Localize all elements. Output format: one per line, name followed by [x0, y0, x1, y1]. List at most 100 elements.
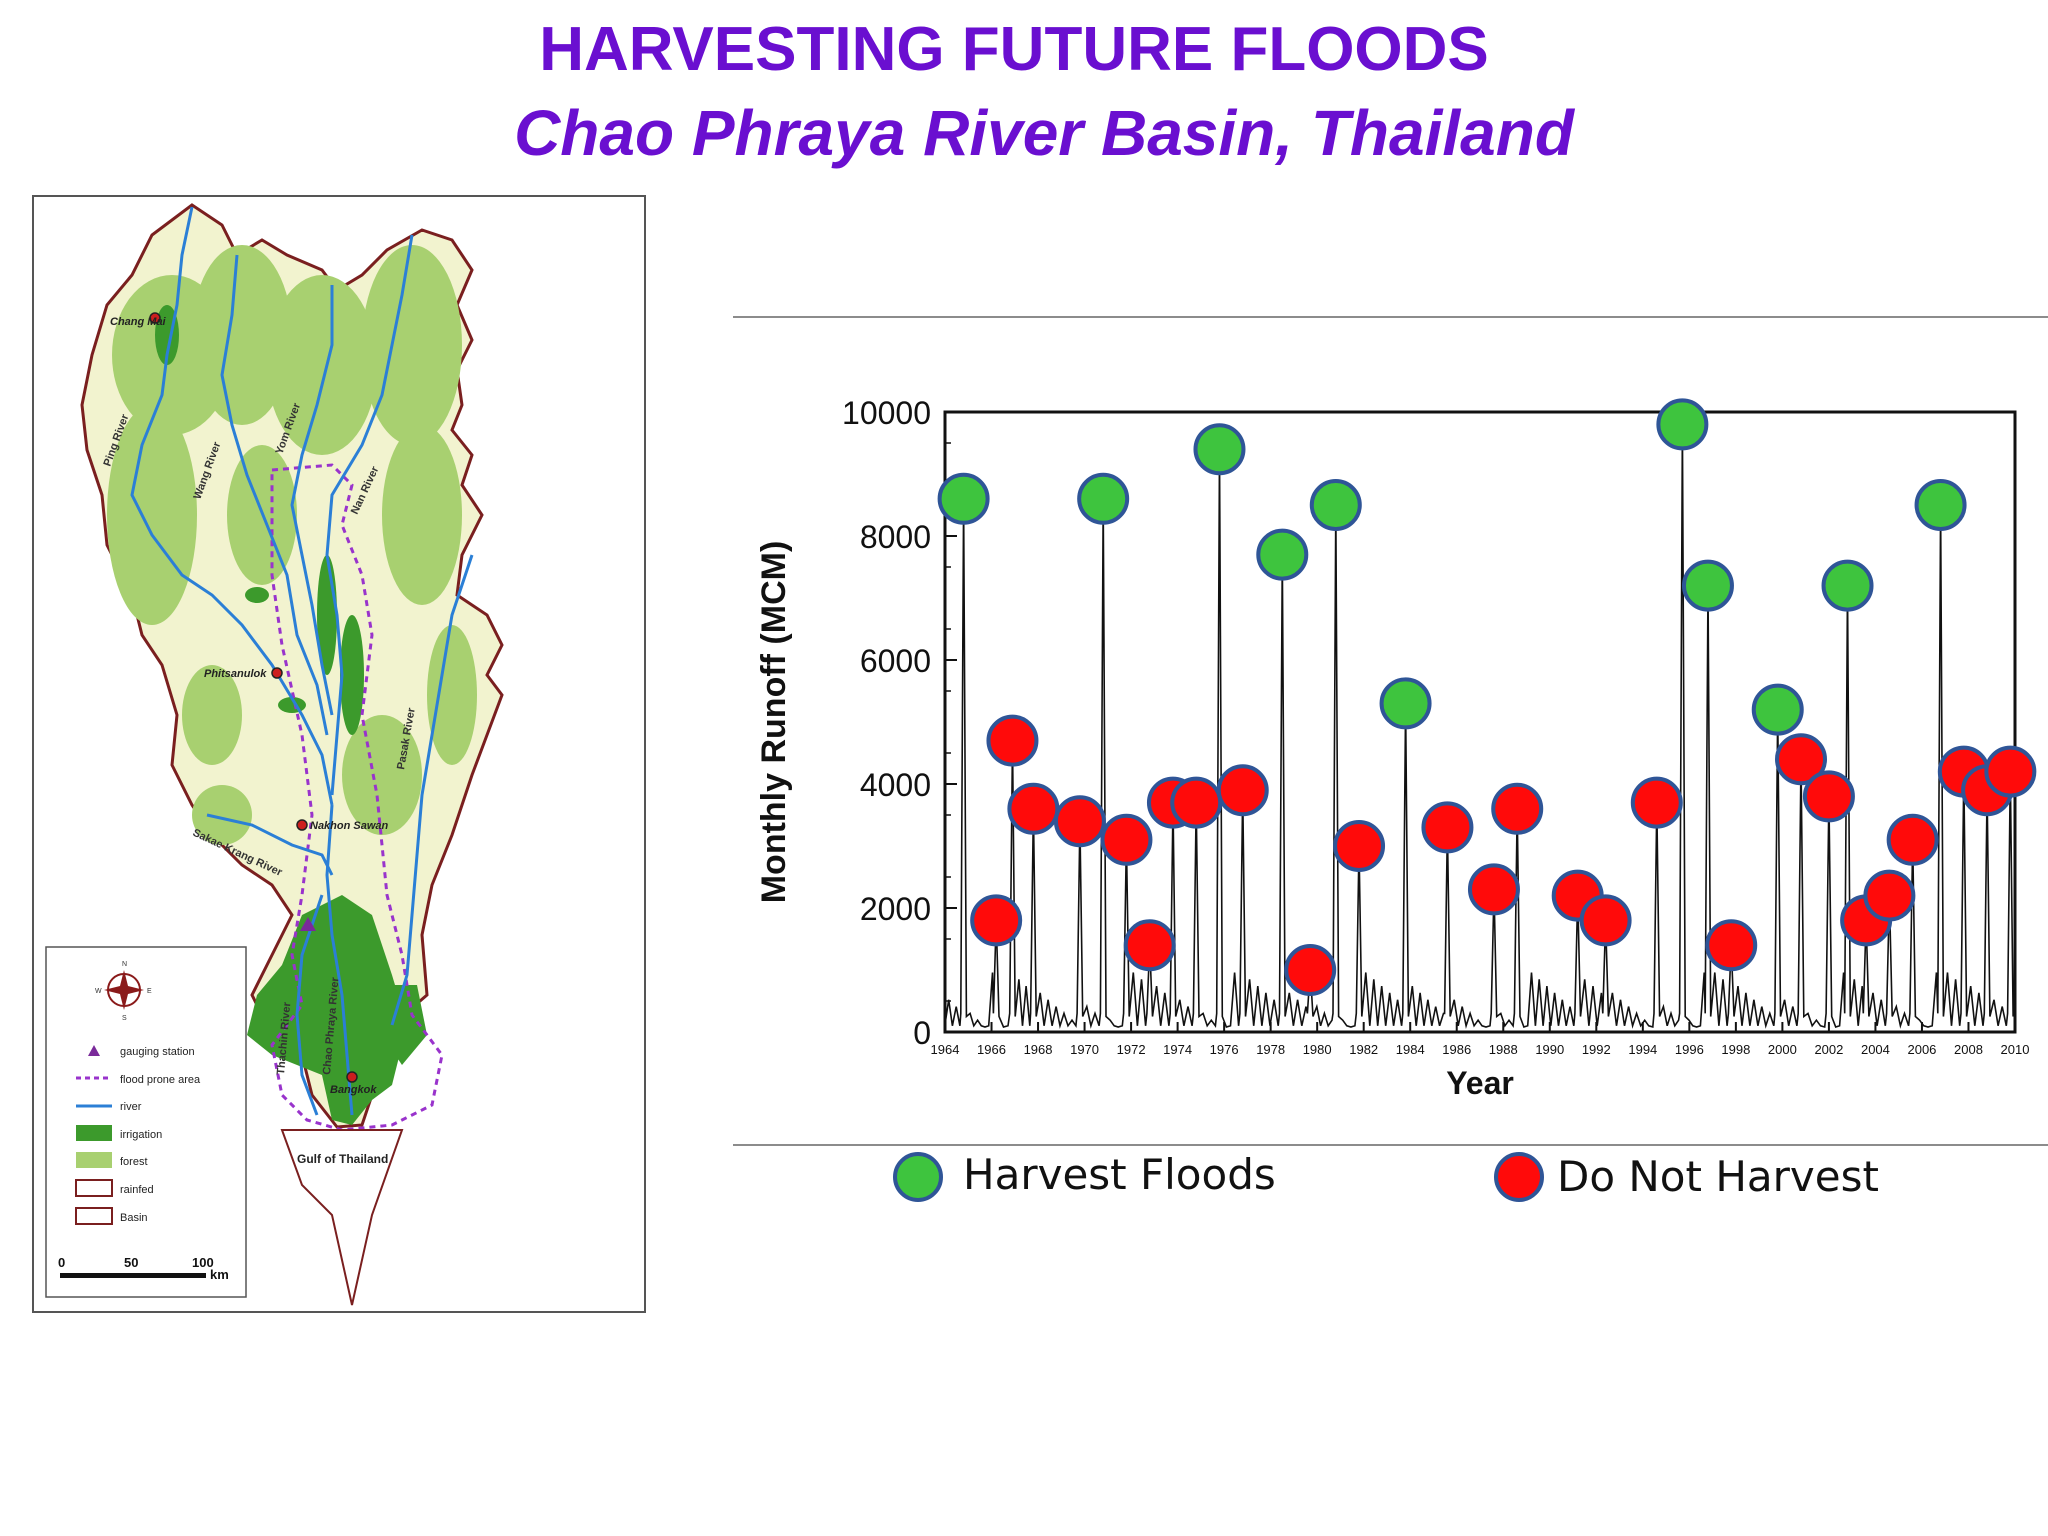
page-title: HARVESTING FUTURE FLOODS: [539, 15, 1489, 84]
compass-rose: N E S W: [95, 961, 152, 1022]
do-not-harvest-point: [1421, 801, 1474, 854]
chang-mai-marker: [149, 312, 161, 324]
river-network: [130, 206, 474, 1116]
plot-area: [943, 410, 2017, 1034]
harvest-flood-point: [1379, 677, 1432, 730]
do-not-harvest-point: [1284, 944, 1337, 996]
forest-areas: [107, 245, 477, 845]
x-tick-label: 2002: [1814, 1042, 1843, 1057]
no-harvest-legend-icon: [1494, 1152, 1544, 1202]
do-not-harvest-point: [1863, 869, 1916, 922]
x-tick-label: 1982: [1349, 1042, 1378, 1057]
y-axis-label: Monthly Runoff (MCM): [755, 541, 793, 904]
x-tick-label: 1976: [1210, 1042, 1239, 1057]
harvest-flood-point: [1309, 479, 1362, 531]
do-not-harvest-point: [1886, 813, 1939, 866]
x-tick-label: 1978: [1256, 1042, 1285, 1057]
scale-label: 100: [192, 1255, 214, 1270]
x-tick-label: 1992: [1582, 1042, 1611, 1057]
harvest-flood-point: [937, 472, 990, 525]
y-tick-label: 2000: [860, 891, 931, 927]
x-axis: 1964 1966 1968 1970 1972 1974 1976 1978 1980 1982…: [931, 1022, 2030, 1057]
x-tick-label: 2000: [1768, 1042, 1797, 1057]
harvest-flood-point: [1077, 472, 1130, 525]
y-tick-label: 10000: [842, 395, 931, 431]
do-not-harvest-point: [1467, 863, 1520, 916]
x-tick-label: 2010: [2001, 1042, 2030, 1057]
x-tick-label: 1974: [1163, 1042, 1192, 1057]
map-legend-label: forest: [120, 1156, 148, 1168]
scale-bar: 0 50 100 km: [58, 1255, 229, 1282]
map-legend-label: gauging station: [120, 1046, 195, 1058]
do-not-harvest-point: [1491, 782, 1544, 835]
do-not-harvest-point: [1579, 894, 1632, 947]
do-not-harvest-point: [970, 894, 1023, 947]
y-axis: 0 2000 4000 6000 8000 10000: [842, 395, 957, 1051]
gauge-legend-swatch: [88, 1045, 100, 1056]
no-harvest-legend-label: Do Not Harvest: [1557, 1152, 1879, 1201]
gulf-outline: [280, 1129, 404, 1306]
x-tick-label: 1998: [1721, 1042, 1750, 1057]
harvest-flood-point: [1256, 528, 1309, 581]
harvest-flood-point: [1751, 683, 1804, 736]
harvest-legend-label: Harvest Floods: [963, 1150, 1276, 1199]
y-tick-label: 4000: [860, 767, 931, 803]
peak-markers: [937, 398, 2037, 996]
city-label: Nakhon Sawan: [310, 820, 389, 832]
x-tick-label: 1964: [931, 1042, 960, 1057]
y-tick-label: 8000: [860, 519, 931, 555]
do-not-harvest-point: [1100, 813, 1153, 866]
do-not-harvest-point: [1775, 733, 1827, 786]
harvest-flood-point: [1914, 479, 1967, 531]
scale-label: 50: [124, 1255, 138, 1270]
city-markers: [149, 312, 358, 1083]
y-tick-label: 6000: [860, 643, 931, 679]
city-label: Phitsanulok: [204, 668, 267, 680]
top-divider: [733, 316, 2048, 318]
x-tick-label: 1990: [1535, 1042, 1564, 1057]
compass-s: S: [122, 1015, 127, 1022]
phitsanulok-marker: [271, 667, 283, 679]
scale-label: 0: [58, 1255, 65, 1270]
do-not-harvest-point: [1984, 745, 2037, 798]
bottom-divider: [733, 1144, 2048, 1146]
runoff-series-line: [944, 424, 2016, 1029]
do-not-harvest-point: [1170, 776, 1223, 829]
harvest-flood-point: [1681, 559, 1734, 612]
city-label: Chang Mai: [110, 316, 167, 328]
basin-map: Chang Mai Phitsanulok Nakhon Sawan Bangk…: [32, 195, 646, 1313]
map-legend-box: [45, 946, 247, 1298]
nakhon-sawan-marker: [296, 819, 308, 831]
bangkok-marker: [346, 1071, 358, 1083]
city-label: Bangkok: [330, 1084, 377, 1096]
scale-unit: km: [210, 1267, 229, 1282]
x-tick-label: 1972: [1117, 1042, 1146, 1057]
x-tick-label: 1980: [1303, 1042, 1332, 1057]
x-axis-label: Year: [1446, 1065, 1514, 1101]
x-tick-label: 1966: [977, 1042, 1006, 1057]
x-tick-label: 1996: [1675, 1042, 1704, 1057]
flood-prone-outline: [270, 463, 444, 1132]
irrigation-legend-swatch: [76, 1125, 112, 1141]
compass-n: N: [122, 961, 127, 968]
page-subtitle: Chao Phraya River Basin, Thailand: [514, 97, 1574, 169]
harvest-flood-point: [1193, 423, 1246, 476]
do-not-harvest-point: [1705, 919, 1758, 972]
do-not-harvest-point: [1802, 770, 1855, 823]
map-legend-label: rainfed: [120, 1184, 154, 1196]
y-tick-label: 0: [913, 1015, 931, 1051]
do-not-harvest-point: [1053, 795, 1106, 848]
x-tick-label: 1984: [1396, 1042, 1425, 1057]
do-not-harvest-point: [1216, 764, 1269, 817]
do-not-harvest-point: [1007, 782, 1060, 835]
map-legend-label: Basin: [120, 1212, 148, 1224]
do-not-harvest-point: [1333, 820, 1386, 872]
x-tick-label: 2006: [1907, 1042, 1936, 1057]
do-not-harvest-point: [1630, 776, 1683, 829]
map-legend-label: flood prone area: [120, 1074, 201, 1086]
x-tick-label: 1988: [1489, 1042, 1518, 1057]
x-tick-label: 2008: [1954, 1042, 1983, 1057]
forest-legend-swatch: [76, 1152, 112, 1168]
gauging-station-marker: [300, 917, 316, 931]
